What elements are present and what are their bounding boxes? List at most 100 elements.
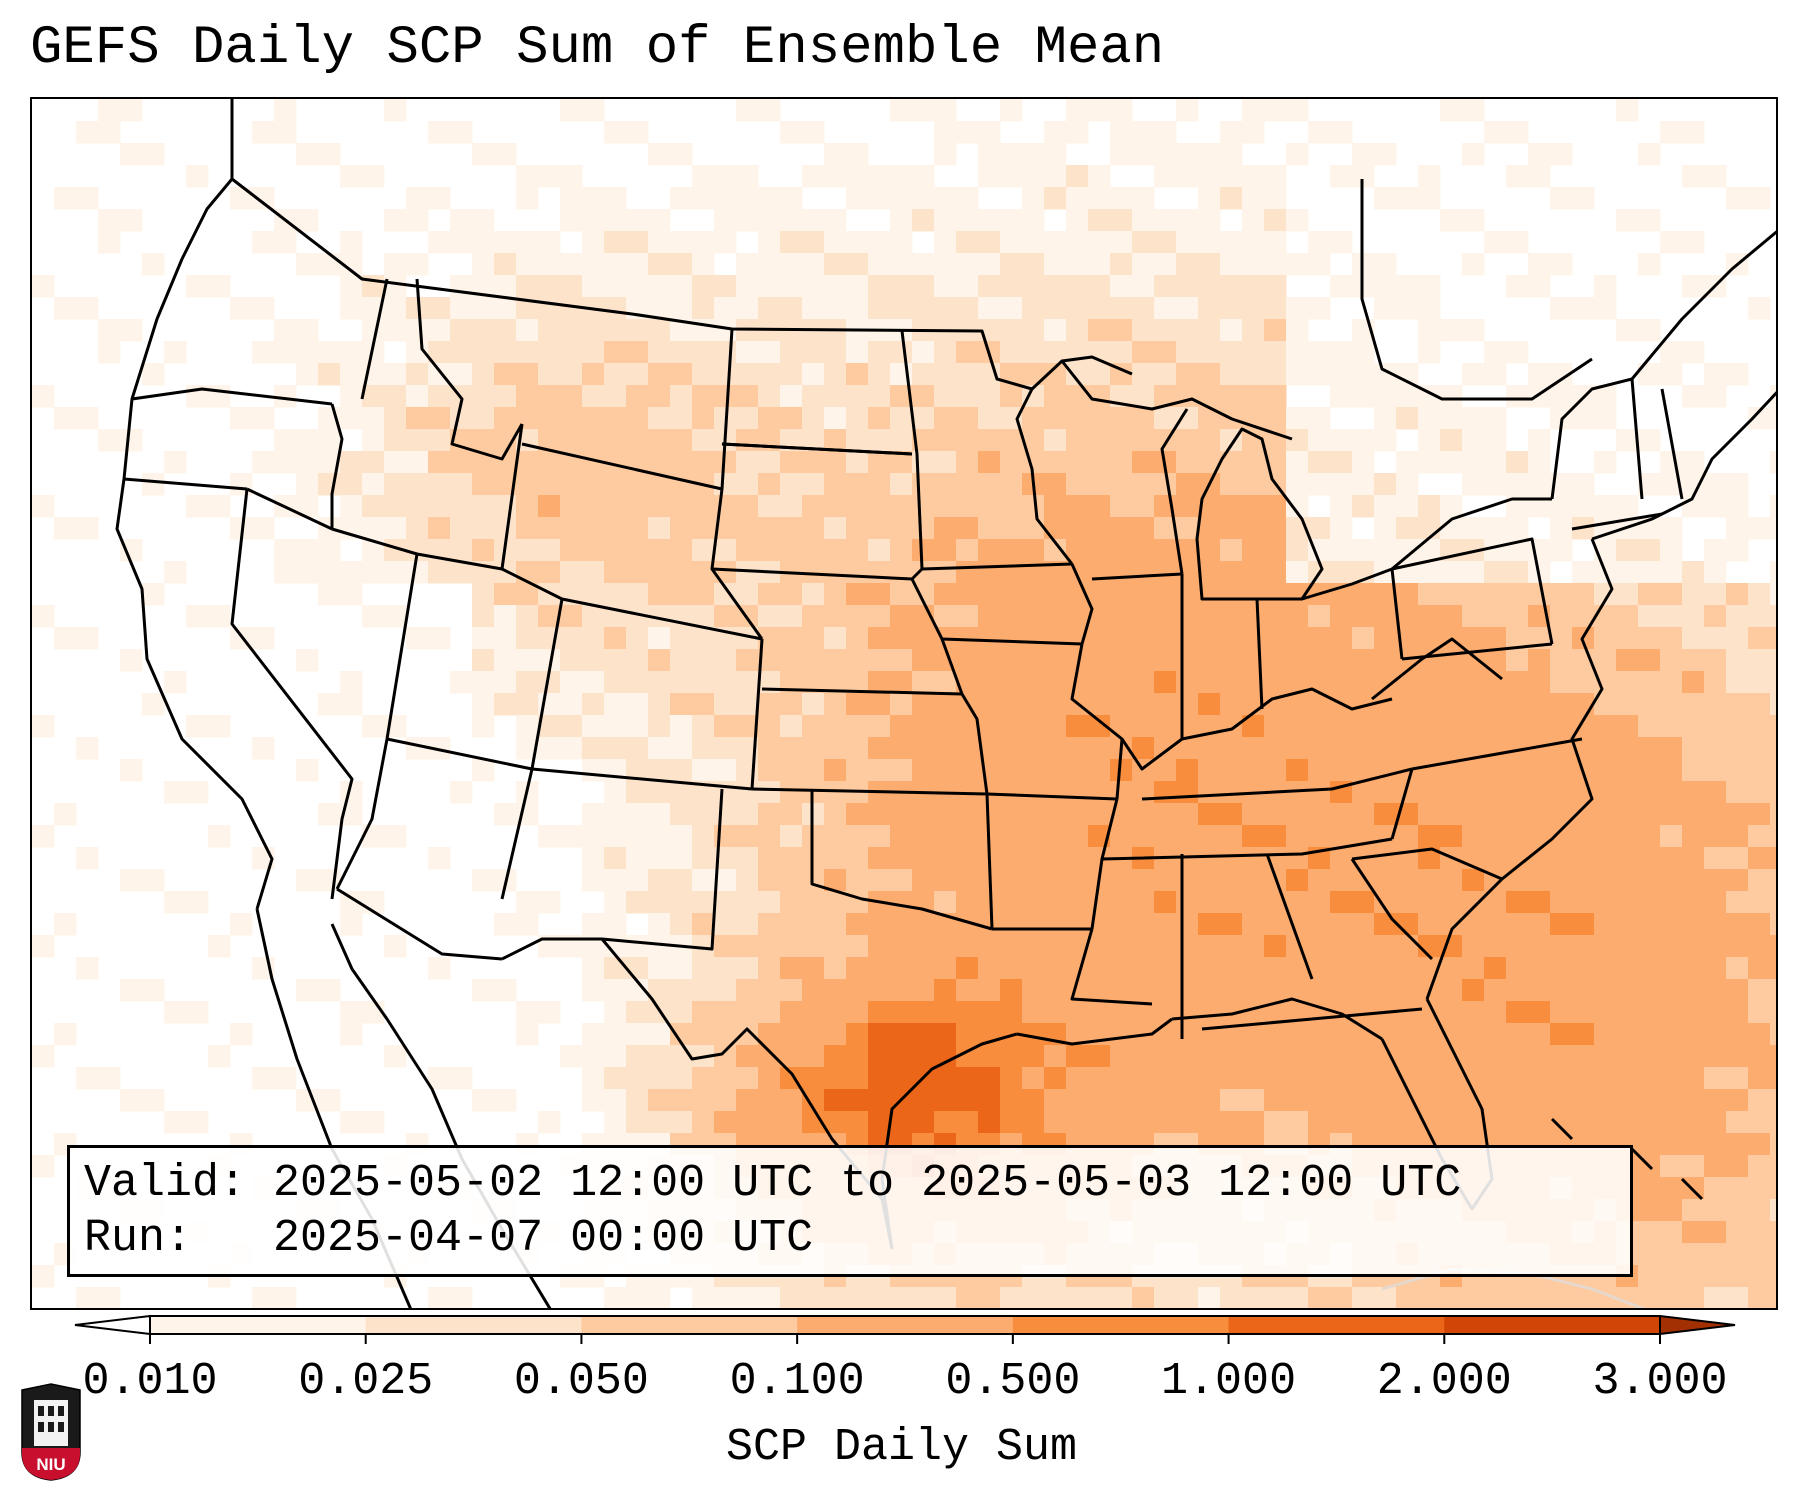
scp-shade-cell bbox=[934, 517, 957, 540]
scp-shade-cell bbox=[1154, 341, 1177, 364]
scp-shade-cell bbox=[780, 495, 803, 518]
scp-shade-cell bbox=[1682, 737, 1705, 760]
scp-shade-cell bbox=[362, 385, 385, 408]
scp-shade-cell bbox=[1044, 759, 1067, 782]
border-ga-fl bbox=[1311, 1007, 1423, 1021]
scp-shade-cell bbox=[824, 1067, 847, 1090]
scp-shade-cell bbox=[1088, 1287, 1111, 1308]
scp-shade-cell bbox=[1528, 979, 1551, 1002]
scp-shade-cell bbox=[780, 187, 803, 210]
scp-shade-cell bbox=[868, 495, 891, 518]
scp-shade-cell bbox=[1308, 363, 1331, 386]
scp-shade-cell bbox=[758, 935, 781, 958]
scp-shade-cell bbox=[428, 341, 451, 364]
scp-shade-cell bbox=[1000, 253, 1023, 276]
scp-shade-cell bbox=[1308, 869, 1331, 892]
scp-shade-cell bbox=[1550, 803, 1573, 826]
scp-shade-cell bbox=[626, 1067, 649, 1090]
scp-shade-cell bbox=[428, 473, 451, 496]
scp-shade-cell bbox=[1044, 429, 1067, 452]
scp-shade-cell bbox=[1000, 1045, 1023, 1068]
scp-shade-cell bbox=[32, 935, 55, 958]
scp-shade-cell bbox=[1506, 1287, 1529, 1308]
scp-shade-cell bbox=[1132, 1045, 1155, 1068]
scp-shade-cell bbox=[934, 759, 957, 782]
scp-shade-cell bbox=[1528, 1045, 1551, 1068]
scp-shade-cell bbox=[1154, 1287, 1177, 1308]
scp-shade-cell bbox=[758, 627, 781, 650]
scp-shade-cell bbox=[912, 99, 935, 122]
scp-shade-cell bbox=[604, 1001, 627, 1024]
scp-shade-cell bbox=[472, 143, 495, 166]
scp-shade-cell bbox=[1066, 1001, 1089, 1024]
border-wy-co bbox=[561, 597, 763, 641]
scp-shade-cell bbox=[1594, 715, 1617, 738]
scp-shade-cell bbox=[736, 693, 759, 716]
border-nh-me bbox=[1660, 388, 1684, 500]
scp-shade-cell bbox=[670, 1067, 693, 1090]
scp-shade-cell bbox=[186, 605, 209, 628]
scp-shade-cell bbox=[1682, 715, 1705, 738]
scp-shade-cell bbox=[934, 1089, 957, 1112]
scp-shade-cell bbox=[1198, 803, 1221, 826]
scp-shade-cell bbox=[1022, 1001, 1045, 1024]
scp-shade-cell bbox=[1242, 209, 1265, 232]
scp-shade-cell bbox=[1660, 1265, 1683, 1288]
scp-shade-cell bbox=[1044, 341, 1067, 364]
scp-shade-cell bbox=[758, 253, 781, 276]
scp-shade-cell bbox=[1374, 649, 1397, 672]
scp-shade-cell bbox=[1242, 627, 1265, 650]
scp-shade-cell bbox=[1132, 495, 1155, 518]
scp-shade-cell bbox=[1748, 869, 1771, 892]
scp-shade-cell bbox=[1704, 1111, 1727, 1134]
scp-shade-cell bbox=[362, 517, 385, 540]
scp-shade-cell bbox=[1198, 407, 1221, 430]
scp-shade-cell bbox=[1022, 847, 1045, 870]
scp-shade-cell bbox=[1330, 165, 1353, 188]
scp-shade-cell bbox=[714, 539, 737, 562]
scp-shade-cell bbox=[318, 451, 341, 474]
scp-shade-cell bbox=[1044, 979, 1067, 1002]
scp-shade-cell bbox=[1462, 649, 1485, 672]
scp-shade-cell bbox=[1550, 187, 1573, 210]
border-la-ms bbox=[1070, 928, 1153, 1006]
scp-shade-cell bbox=[1198, 627, 1221, 650]
scp-shade-cell bbox=[780, 1001, 803, 1024]
scp-shade-cell bbox=[1418, 627, 1441, 650]
scp-shade-cell bbox=[76, 517, 99, 540]
scp-shade-cell bbox=[538, 341, 561, 364]
scp-shade-cell bbox=[1726, 1023, 1749, 1046]
lake-michigan-west bbox=[1160, 408, 1189, 575]
scp-shade-cell bbox=[494, 605, 517, 628]
scp-shade-cell bbox=[538, 495, 561, 518]
scp-shade-cell bbox=[648, 253, 671, 276]
scp-shade-cell bbox=[648, 385, 671, 408]
border-ia-il bbox=[1070, 563, 1094, 645]
scp-shade-cell bbox=[846, 605, 869, 628]
scp-shade-cell bbox=[802, 209, 825, 232]
scp-shade-cell bbox=[692, 187, 715, 210]
scp-shade-cell bbox=[1660, 1089, 1683, 1112]
scp-shade-cell bbox=[582, 935, 605, 958]
scp-shade-cell bbox=[1154, 693, 1177, 716]
scp-shade-cell bbox=[1022, 737, 1045, 760]
scp-shade-cell bbox=[890, 693, 913, 716]
scp-shade-cell bbox=[692, 561, 715, 584]
scp-shade-cell bbox=[406, 253, 429, 276]
scp-shade-cell bbox=[1594, 825, 1617, 848]
scp-shade-cell bbox=[1198, 1309, 1221, 1310]
scp-shade-cell bbox=[1396, 605, 1419, 628]
scp-shade-cell bbox=[1682, 935, 1705, 958]
scp-shade-cell bbox=[934, 231, 957, 254]
scp-shade-cell bbox=[1110, 539, 1133, 562]
scp-shade-cell bbox=[780, 693, 803, 716]
scp-shade-cell bbox=[1198, 165, 1221, 188]
scp-shade-cell bbox=[1374, 627, 1397, 650]
scp-shade-cell bbox=[1000, 1287, 1023, 1308]
scp-shade-cell bbox=[1044, 407, 1067, 430]
scp-shade-cell bbox=[1440, 737, 1463, 760]
scp-shade-cell bbox=[1022, 1309, 1045, 1310]
scp-shade-cell bbox=[1000, 847, 1023, 870]
scp-shade-cell bbox=[1594, 1001, 1617, 1024]
scp-shade-cell bbox=[362, 539, 385, 562]
